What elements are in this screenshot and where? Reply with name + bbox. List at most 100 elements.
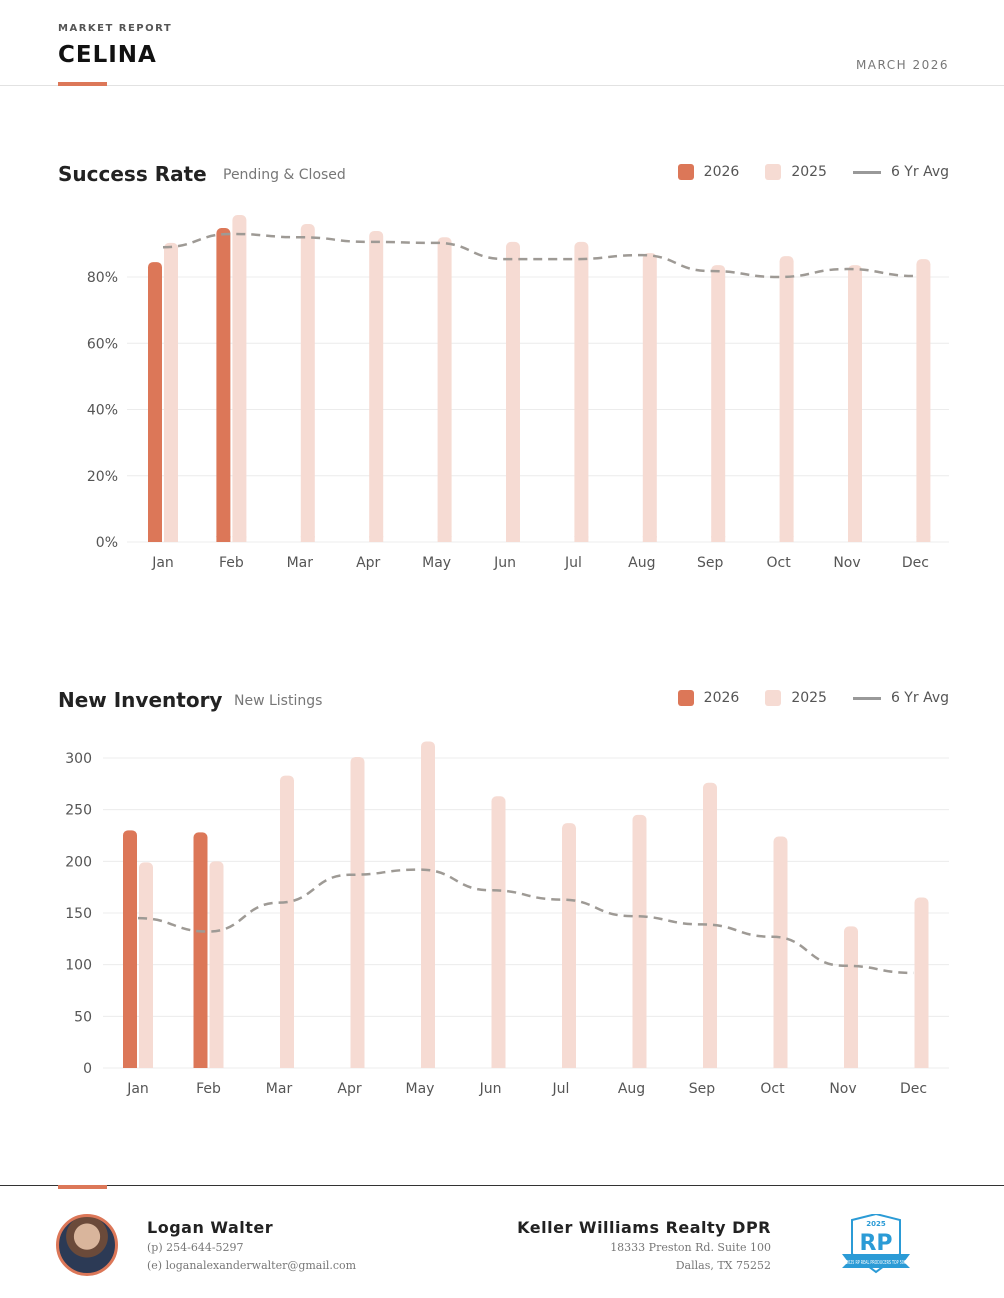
chart2-title: New Inventory xyxy=(58,688,223,712)
avg-line xyxy=(137,868,914,975)
x-tick-label: Jan xyxy=(126,1081,149,1097)
x-tick-label: Aug xyxy=(618,1081,645,1097)
x-tick-label: Feb xyxy=(196,1081,221,1097)
x-tick-label: Nov xyxy=(829,1081,856,1097)
bar-2025-Jun xyxy=(506,241,520,542)
bar-base xyxy=(280,1062,294,1068)
bar-2025-Aug xyxy=(632,814,647,1068)
bar-base xyxy=(916,536,931,542)
x-tick-label: Sep xyxy=(689,1081,716,1097)
bar-2025-Nov xyxy=(848,265,862,542)
agent-phone[interactable]: (p) 254-644-5297 xyxy=(147,1241,244,1254)
agent-email[interactable]: (e) loganalexanderwalter@gmail.com xyxy=(147,1259,357,1272)
bar-base xyxy=(914,1062,929,1068)
footer-accent xyxy=(58,1185,107,1189)
bar-base xyxy=(148,536,162,542)
bar-2025-Dec xyxy=(916,259,931,542)
x-tick-label: Dec xyxy=(900,1081,927,1097)
legend-label: 2025 xyxy=(791,690,827,706)
bar-2026-Jan xyxy=(148,262,162,542)
x-tick-label: Sep xyxy=(697,555,724,571)
x-tick-label: Apr xyxy=(337,1081,361,1097)
bar-2025-May xyxy=(421,741,435,1068)
bar-base xyxy=(844,1062,858,1068)
bar-base xyxy=(703,1062,717,1068)
bar-2025-Nov xyxy=(844,926,858,1068)
chart1-legend: 2026 2025 6 Yr Avg xyxy=(677,164,949,180)
legend-swatch-2025 xyxy=(765,690,782,706)
bar-2025-Apr xyxy=(369,230,384,543)
bar-base xyxy=(437,536,452,542)
bar-base xyxy=(506,536,520,542)
legend-swatch-2026 xyxy=(677,690,694,706)
legend-label: 2025 xyxy=(791,164,827,180)
y-tick-label: 20% xyxy=(87,469,118,485)
x-tick-label: May xyxy=(406,1081,435,1097)
bar-base xyxy=(773,1062,788,1068)
bar-base xyxy=(491,1062,506,1068)
bar-base xyxy=(369,536,384,542)
x-tick-label: Jul xyxy=(552,1081,570,1097)
svg-text:2025: 2025 xyxy=(866,1220,886,1228)
x-tick-label: Jun xyxy=(493,555,516,571)
x-tick-label: Nov xyxy=(833,555,860,571)
header-divider xyxy=(0,85,1004,86)
legend-label: 2026 xyxy=(703,164,740,180)
bar-base xyxy=(139,1062,153,1068)
bar-2025-Mar xyxy=(280,775,294,1068)
chart1-subtitle: Pending & Closed xyxy=(223,167,346,183)
x-tick-label: Aug xyxy=(628,555,655,571)
y-tick-label: 0 xyxy=(83,1061,92,1077)
real-producers-badge-logo: 2025 RP 2025 RP REAL PRODUCERS TOP 500 xyxy=(842,1214,910,1274)
bar-2025-Jan xyxy=(139,862,153,1068)
bar-2025-Sep xyxy=(703,782,717,1068)
legend-swatch-2025 xyxy=(765,164,782,180)
bar-base xyxy=(123,1062,137,1068)
footer-divider xyxy=(0,1185,1004,1186)
y-tick-label: 0% xyxy=(96,535,118,551)
agent-name: Logan Walter xyxy=(147,1218,274,1237)
bar-2025-Oct xyxy=(773,836,788,1068)
brokerage-name: Keller Williams Realty DPR xyxy=(517,1218,771,1237)
bar-base xyxy=(711,536,726,542)
bar-base xyxy=(193,1062,208,1068)
bar-2025-Jul xyxy=(574,241,589,542)
bar-base xyxy=(300,536,315,542)
x-tick-label: Dec xyxy=(902,555,929,571)
brokerage-address-line1: 18333 Preston Rd. Suite 100 xyxy=(610,1241,771,1254)
bar-2025-Sep xyxy=(711,265,726,542)
bar-2025-Aug xyxy=(642,253,657,542)
bar-2025-Feb xyxy=(209,861,224,1068)
report-date: MARCH 2026 xyxy=(855,58,949,72)
bar-2025-Mar xyxy=(300,224,315,542)
bar-2026-Jan xyxy=(123,830,137,1068)
bar-base xyxy=(216,536,231,542)
legend-swatch-avg xyxy=(852,696,881,700)
bar-2025-Jul xyxy=(562,823,576,1068)
avg-line xyxy=(162,232,916,279)
bar-base xyxy=(642,536,657,542)
x-tick-label: Mar xyxy=(266,1081,293,1097)
x-tick-label: Mar xyxy=(287,555,314,571)
y-tick-label: 200 xyxy=(65,854,92,870)
y-tick-label: 60% xyxy=(87,336,118,352)
bar-base xyxy=(164,536,178,542)
bar-base xyxy=(562,1062,576,1068)
bar-2025-Jun xyxy=(491,796,506,1068)
legend-swatch-avg xyxy=(852,170,881,174)
bar-2025-May xyxy=(437,237,452,542)
bar-2026-Feb xyxy=(193,832,208,1068)
bar-base xyxy=(350,1062,365,1068)
legend-label: 2026 xyxy=(703,690,740,706)
svg-text:RP: RP xyxy=(859,1231,892,1256)
y-tick-label: 250 xyxy=(65,803,92,819)
y-tick-label: 100 xyxy=(65,958,92,974)
y-tick-label: 150 xyxy=(65,906,92,922)
bar-2025-Dec xyxy=(914,897,929,1068)
bar-base xyxy=(574,536,589,542)
bar-base xyxy=(632,1062,647,1068)
x-tick-label: Jan xyxy=(151,555,174,571)
x-tick-label: May xyxy=(422,555,451,571)
legend-label: 6 Yr Avg xyxy=(890,690,949,706)
